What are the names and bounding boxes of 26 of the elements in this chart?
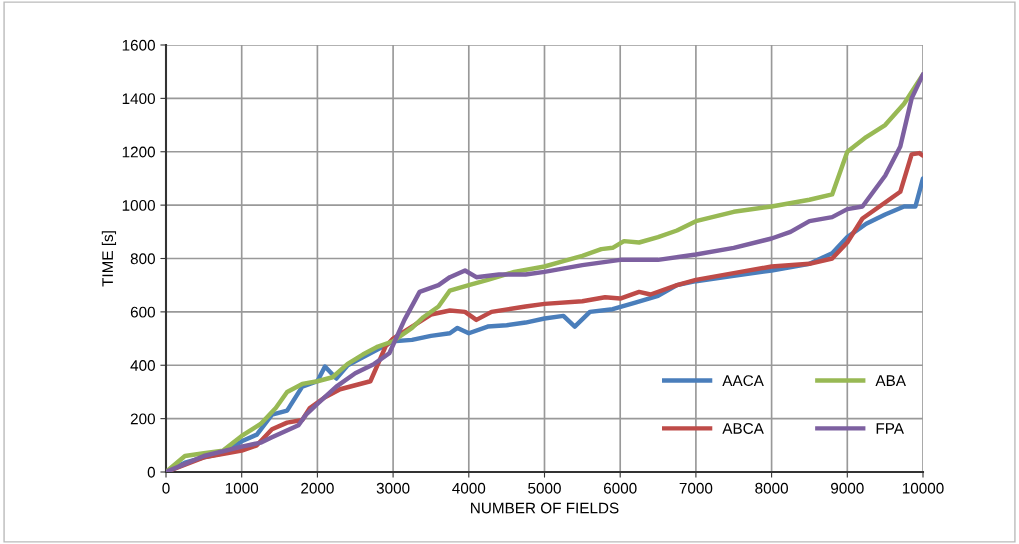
x-tick-label: 1000 [225, 482, 259, 494]
x-tick-label: 10000 [902, 482, 944, 494]
x-tick-label: 2000 [301, 482, 334, 494]
y-tick-label: 800 [130, 253, 155, 265]
legend-label: ABCA [722, 423, 764, 434]
x-tick-label: 0 [162, 482, 170, 494]
x-tick-label: 6000 [603, 482, 637, 494]
x-tick-label: 3000 [376, 482, 410, 494]
x-tick-label: 9000 [831, 482, 864, 494]
y-tick-label: 200 [130, 413, 155, 425]
y-tick-label: 1400 [122, 93, 155, 105]
y-axis-title: TIME [s] [101, 231, 117, 287]
legend-label: ABA [875, 375, 906, 386]
y-tick-label: 1200 [122, 146, 155, 158]
legend-label: FPA [876, 423, 904, 434]
x-tick-label: 5000 [528, 482, 561, 494]
x-axis-title: NUMBER OF FIELDS [471, 502, 619, 514]
y-tick-label: 1000 [122, 199, 155, 211]
y-tick-label: 600 [130, 306, 155, 318]
x-tick-label: 4000 [452, 482, 486, 494]
legend-label: AACA [722, 375, 764, 387]
y-tick-label: 1600 [122, 39, 155, 51]
x-tick-label: 7000 [679, 482, 713, 494]
x-tick-label: 8000 [755, 482, 788, 494]
y-tick-label: 400 [130, 360, 155, 371]
y-tick-label: 0 [147, 466, 155, 478]
